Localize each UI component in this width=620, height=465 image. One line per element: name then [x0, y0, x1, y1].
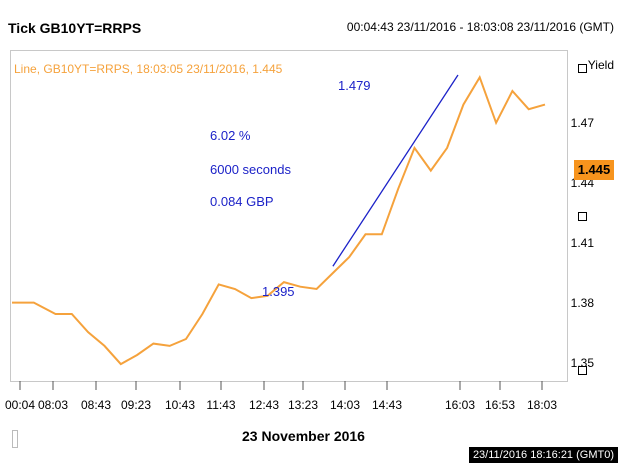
- ytick-5: 1.35: [570, 356, 594, 370]
- xtick-label: 09:23: [120, 398, 152, 412]
- axis-handle-top[interactable]: [578, 64, 587, 73]
- xtick-label: 10:43: [164, 398, 196, 412]
- annotation-start-value: 1.395: [262, 284, 295, 299]
- time-range: 00:04:43 23/11/2016 - 18:03:08 23/11/201…: [346, 20, 614, 34]
- xtick-label: 16:03: [444, 398, 476, 412]
- xtick-label: 08:43: [80, 398, 112, 412]
- status-timestamp: 23/11/2016 18:16:21 (GMT0): [468, 447, 618, 463]
- plot-area[interactable]: [10, 50, 568, 382]
- xtick-label: 08:03: [37, 398, 69, 412]
- axis-handle-mid[interactable]: [578, 212, 587, 221]
- ytick-4: 1.38: [570, 296, 594, 310]
- xtick-label: 16:53: [484, 398, 516, 412]
- legend: Line, GB10YT=RRPS, 18:03:05 23/11/2016, …: [14, 62, 283, 76]
- xtick-label: 11:43: [206, 398, 236, 412]
- annotation-gbp: 0.084 GBP: [210, 194, 274, 209]
- current-price-badge: 1.445: [574, 160, 614, 180]
- xtick-label: 18:03: [526, 398, 558, 412]
- ytick-3: 1.41: [570, 236, 594, 250]
- xtick-label: 14:43: [371, 398, 403, 412]
- scroll-handle[interactable]: [12, 430, 18, 448]
- yaxis-label: Yield: [587, 58, 614, 72]
- annotation-end-value: 1.479: [338, 78, 371, 93]
- chart-title: Tick GB10YT=RRPS: [8, 20, 142, 36]
- xtick-label: 13:23: [287, 398, 319, 412]
- annotation-percent: 6.02 %: [210, 128, 251, 143]
- xtick-label: 14:03: [329, 398, 361, 412]
- ytick-1: 1.47: [570, 116, 594, 130]
- date-label: 23 November 2016: [242, 428, 365, 444]
- xtick-label: 00:04: [4, 398, 36, 412]
- annotation-seconds: 6000 seconds: [210, 162, 291, 177]
- axis-handle-bottom[interactable]: [578, 366, 587, 375]
- xtick-label: 12:43: [248, 398, 280, 412]
